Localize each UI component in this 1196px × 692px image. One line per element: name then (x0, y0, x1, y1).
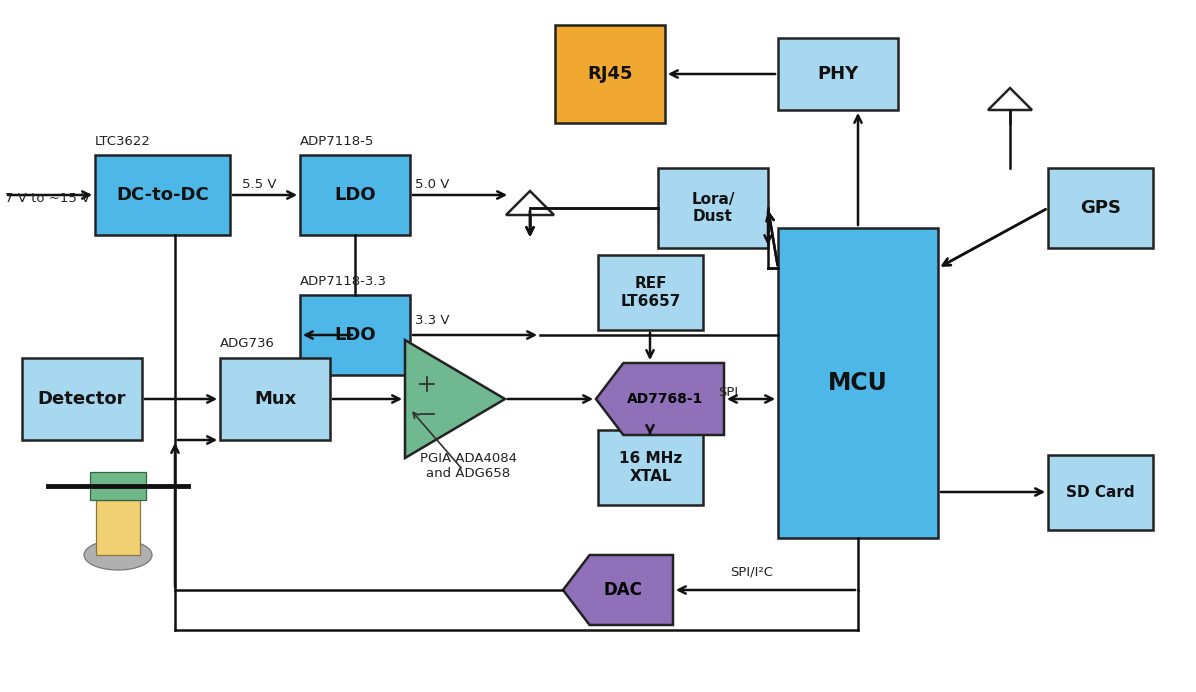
Ellipse shape (84, 540, 152, 570)
Text: AD7768-1: AD7768-1 (627, 392, 703, 406)
Text: 5.5 V: 5.5 V (242, 179, 276, 192)
FancyBboxPatch shape (300, 295, 410, 375)
Text: PGIA ADA4084
and ADG658: PGIA ADA4084 and ADG658 (420, 452, 517, 480)
Text: 3.3 V: 3.3 V (415, 313, 450, 327)
Text: LDO: LDO (334, 186, 376, 204)
FancyBboxPatch shape (94, 155, 230, 235)
Text: Mux: Mux (254, 390, 297, 408)
Text: SD Card: SD Card (1066, 485, 1135, 500)
Polygon shape (405, 340, 505, 458)
Text: ADP7118-5: ADP7118-5 (300, 135, 374, 148)
Text: RJ45: RJ45 (587, 65, 633, 83)
Polygon shape (506, 191, 554, 215)
Text: PHY: PHY (817, 65, 859, 83)
FancyBboxPatch shape (779, 38, 898, 110)
Text: ADP7118-3.3: ADP7118-3.3 (300, 275, 388, 288)
Text: 16 MHz
XTAL: 16 MHz XTAL (618, 451, 682, 484)
FancyBboxPatch shape (90, 472, 146, 500)
Polygon shape (596, 363, 724, 435)
Text: MCU: MCU (828, 371, 887, 395)
Text: SPI/I²C: SPI/I²C (730, 565, 773, 579)
Text: 5.0 V: 5.0 V (415, 179, 450, 192)
Text: LTC3622: LTC3622 (94, 135, 151, 148)
FancyBboxPatch shape (96, 500, 140, 555)
Polygon shape (563, 555, 673, 625)
Text: 7 V to ~15 V: 7 V to ~15 V (5, 192, 90, 205)
FancyBboxPatch shape (22, 358, 142, 440)
Text: LDO: LDO (334, 326, 376, 344)
FancyBboxPatch shape (220, 358, 330, 440)
FancyBboxPatch shape (779, 228, 938, 538)
FancyBboxPatch shape (555, 25, 665, 123)
FancyBboxPatch shape (598, 430, 703, 505)
FancyBboxPatch shape (598, 255, 703, 330)
FancyBboxPatch shape (1048, 455, 1153, 530)
Text: ADG736: ADG736 (220, 337, 275, 350)
FancyBboxPatch shape (1048, 168, 1153, 248)
FancyBboxPatch shape (300, 155, 410, 235)
Text: DAC: DAC (604, 581, 642, 599)
Text: REF
LT6657: REF LT6657 (621, 276, 681, 309)
Text: GPS: GPS (1080, 199, 1121, 217)
Text: DC-to-DC: DC-to-DC (116, 186, 209, 204)
Text: Detector: Detector (38, 390, 127, 408)
Text: Lora/
Dust: Lora/ Dust (691, 192, 734, 224)
Text: SPI: SPI (718, 385, 738, 399)
FancyBboxPatch shape (658, 168, 768, 248)
Polygon shape (988, 88, 1032, 110)
